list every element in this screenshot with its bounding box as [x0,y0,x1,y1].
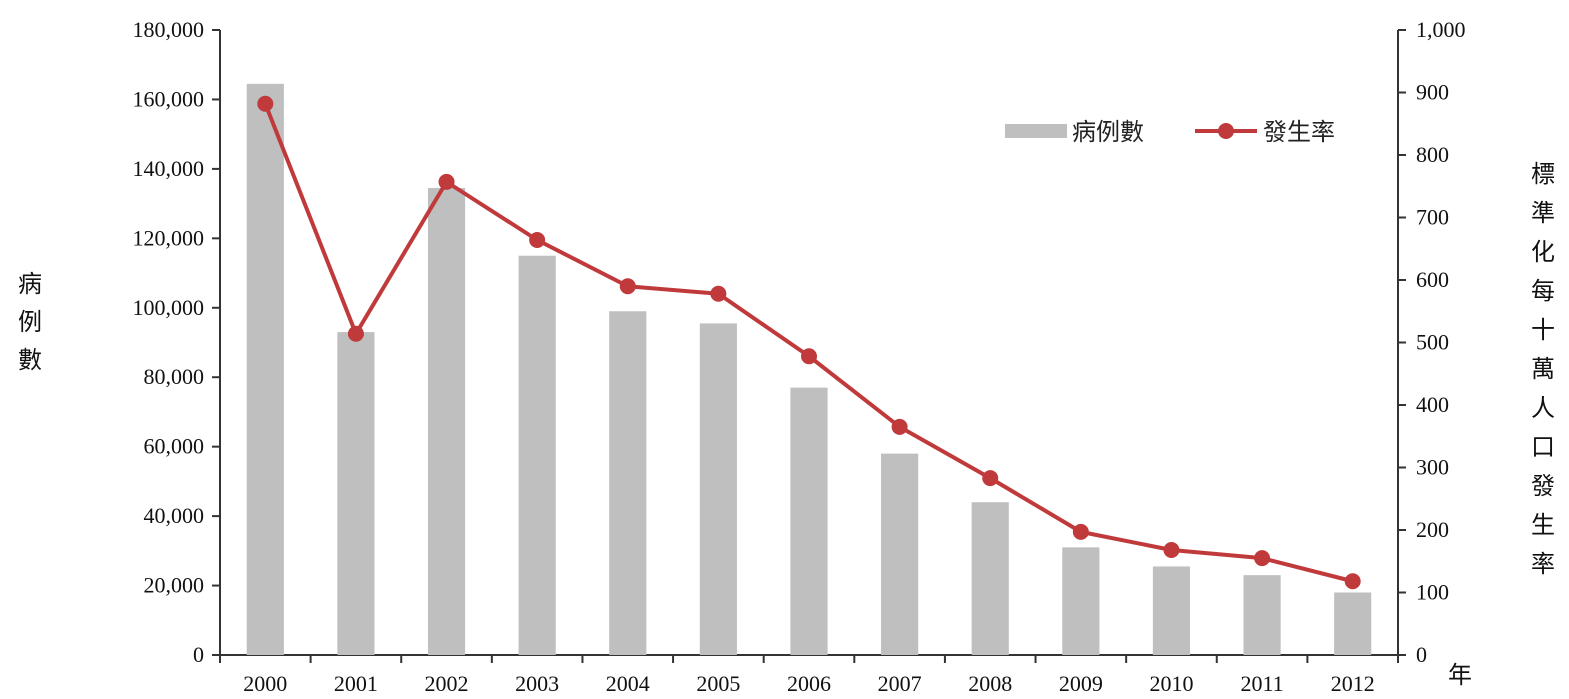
bar [699,323,737,655]
line-point [347,325,364,342]
left-tick-label: 100,000 [133,295,205,320]
line-point [801,348,817,365]
right-tick-label: 300 [1416,455,1449,480]
x-tick-label: 2000 [243,671,287,696]
right-tick-label: 700 [1416,205,1449,230]
x-tick-label: 2002 [425,671,469,696]
line-point [619,278,636,295]
left-tick-label: 160,000 [133,86,205,111]
line-point [1344,573,1361,590]
right-tick-label: 600 [1416,267,1449,292]
right-axis-title: 標準化每十萬人口發生率 [1531,160,1555,578]
legend-bar-swatch [1005,124,1067,138]
bar [337,332,375,655]
right-tick-label: 1,000 [1416,17,1466,42]
left-tick-label: 80,000 [144,364,205,389]
x-tick-label: 2010 [1149,671,1193,696]
right-tick-label: 200 [1416,517,1449,542]
line-series [257,95,1361,590]
x-tick-label: 2009 [1059,671,1103,696]
left-axis-title: 病例數 [18,270,42,374]
bar [1334,592,1372,655]
x-tick-label: 2006 [787,671,831,696]
left-tick-label: 120,000 [133,225,205,250]
line-point [257,95,274,112]
x-tick-label: 2012 [1331,671,1375,696]
left-tick-label: 40,000 [144,503,205,528]
legend: 病例數 發生率 [1005,118,1335,146]
line-point [529,232,546,248]
right-tick-label: 900 [1416,80,1449,105]
x-tick-label: 2008 [968,671,1012,696]
x-tick-label: 2004 [606,671,650,696]
line-point [438,173,455,190]
legend-line-label: 發生率 [1263,118,1335,146]
bar [790,387,828,655]
line-point [710,285,727,302]
left-tick-label: 0 [193,642,204,667]
bar [971,502,1009,655]
bar [1243,575,1281,655]
line-point [982,470,999,487]
bar [1152,566,1191,655]
x-tick-label: 2007 [878,671,922,696]
bar [1062,547,1100,655]
x-axis-ticks: 2000 2001 2002 2003 2004 2005 2006 2007 2008 2009… [219,655,1399,696]
left-axis-ticks: 0 20,000 40,000 60,000 80,000 100,000 120,000 1… [133,17,220,667]
right-tick-label: 0 [1416,642,1427,667]
x-tick-label: 2011 [1240,671,1283,696]
left-tick-label: 140,000 [133,156,205,181]
left-tick-label: 180,000 [133,17,205,42]
left-tick-label: 60,000 [144,434,205,459]
right-tick-label: 100 [1416,580,1449,605]
bar [246,83,284,655]
right-tick-label: 500 [1416,330,1449,355]
line-point [1254,550,1271,567]
bar [427,187,466,655]
bar [881,453,919,655]
right-tick-label: 400 [1416,392,1449,417]
right-tick-label: 800 [1416,142,1449,167]
x-tick-label: 2003 [515,671,559,696]
line-point [1163,542,1180,558]
legend-line-marker [1218,123,1234,139]
line-point [1072,523,1089,540]
right-axis-ticks: 0 100 200 300 400 500 600 700 800 900 1,000 [1398,17,1466,667]
x-tick-label: 2001 [334,671,378,696]
bar-series [246,83,1372,655]
line-point [891,418,908,435]
x-axis-title: 年 [1448,661,1472,689]
bar [609,311,647,655]
x-tick-label: 2005 [696,671,740,696]
bar [518,255,556,655]
legend-bar-label: 病例數 [1072,118,1144,146]
left-tick-label: 20,000 [144,573,205,598]
